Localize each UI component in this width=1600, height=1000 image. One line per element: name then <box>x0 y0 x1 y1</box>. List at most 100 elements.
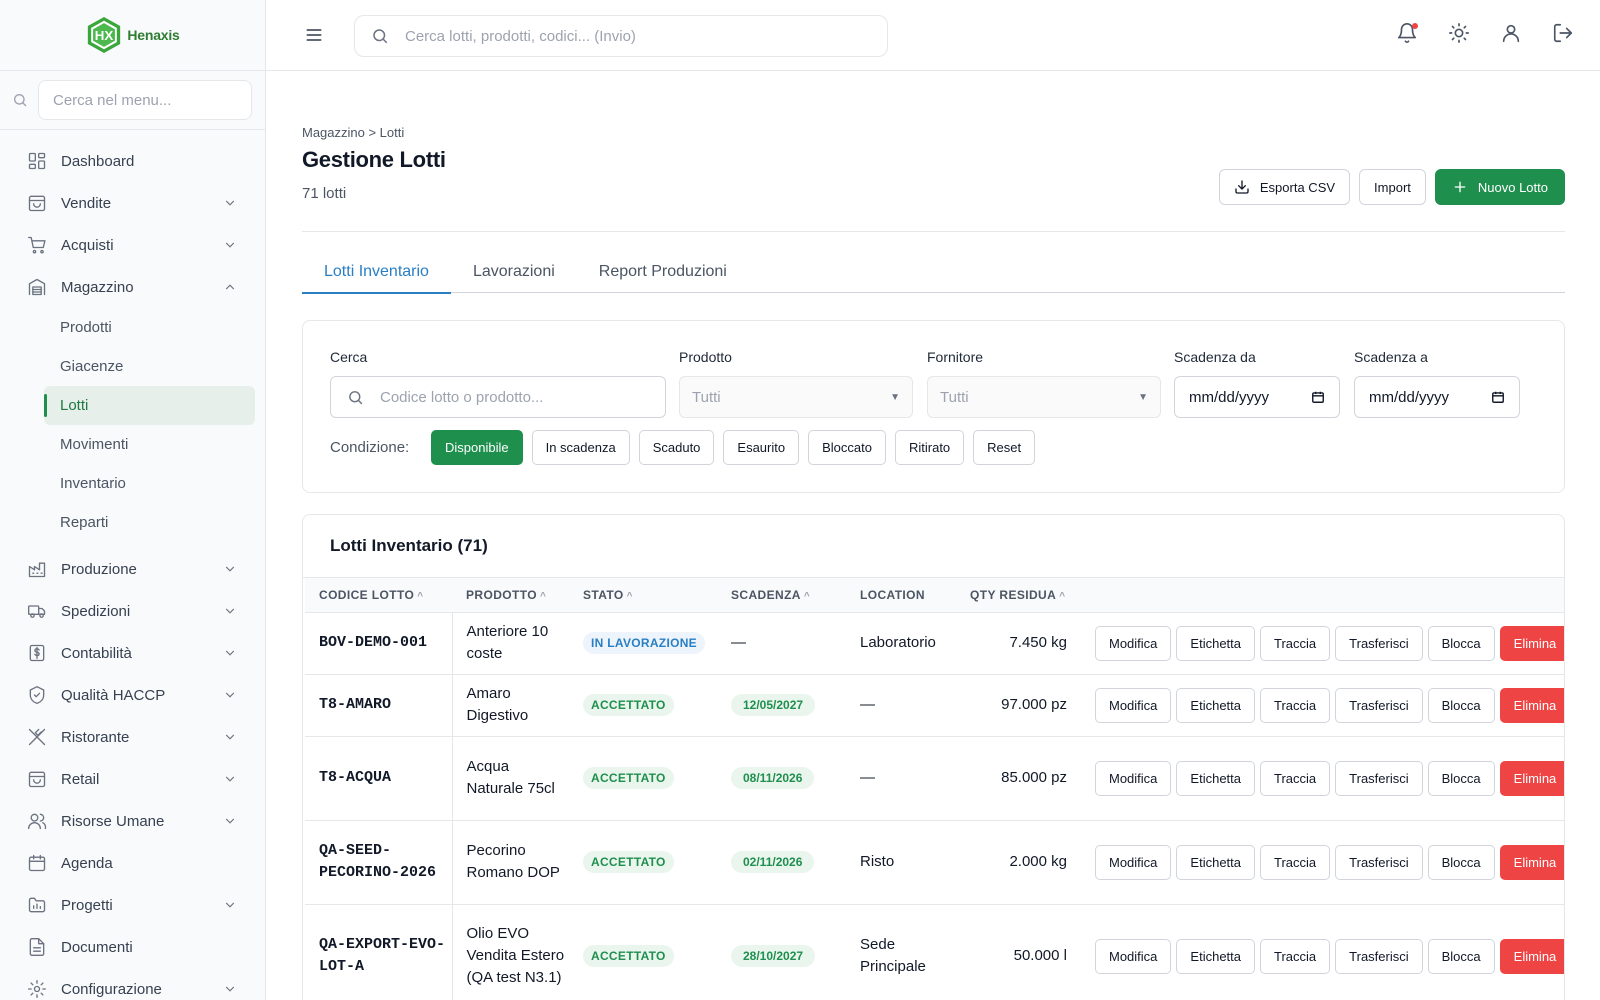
tab-lavorazioni[interactable]: Lavorazioni <box>472 263 555 280</box>
export-csv-label: Esporta CSV <box>1259 179 1336 195</box>
expiry-date: 28/10/2027 <box>731 945 816 967</box>
sidebar-item-documenti[interactable]: Documenti <box>0 926 265 968</box>
sidebar-item-produzione[interactable]: Produzione <box>0 548 265 590</box>
row-elimina-button[interactable]: Elimina <box>1499 625 1564 661</box>
row-modifica-button[interactable]: Modifica <box>1095 760 1172 796</box>
sort-icon[interactable]: ^ <box>539 590 547 602</box>
condition-chip-reset[interactable]: Reset <box>973 430 1036 465</box>
sidebar-item-spedizioni[interactable]: Spedizioni <box>0 590 265 632</box>
row-blocca-button[interactable]: Blocca <box>1427 938 1495 974</box>
global-search-input[interactable] <box>405 27 875 45</box>
condition-chips: Disponibile In scadenza Scaduto Esaurito Blo… <box>431 430 1036 465</box>
tab-report-produzioni[interactable]: Report Produzioni <box>598 263 727 280</box>
import-label: Import <box>1374 179 1411 195</box>
sidebar-item-risorse[interactable]: Risorse Umane <box>0 800 265 842</box>
row-modifica-button[interactable]: Modifica <box>1095 844 1172 880</box>
row-elimina-button[interactable]: Elimina <box>1499 844 1564 880</box>
brand-logo[interactable]: HX Henaxis <box>85 16 180 54</box>
row-modifica-button[interactable]: Modifica <box>1095 938 1172 974</box>
sidebar-subitem-inventario[interactable]: Inventario <box>60 475 126 492</box>
chevron-down-icon <box>225 650 235 656</box>
sidebar-subitem-prodotti[interactable]: Prodotti <box>60 319 112 336</box>
import-button[interactable]: Import <box>1359 169 1426 205</box>
sidebar-item-configurazione[interactable]: Configurazione <box>0 968 265 1000</box>
row-traccia-button[interactable]: Traccia <box>1260 760 1331 796</box>
row-modifica-button[interactable]: Modifica <box>1095 625 1172 661</box>
supplier-select[interactable]: Tutti ▼ <box>927 376 1161 418</box>
calendar-icon[interactable] <box>1491 390 1505 404</box>
product-select[interactable]: Tutti ▼ <box>679 376 913 418</box>
row-etichetta-button[interactable]: Etichetta <box>1176 938 1256 974</box>
sort-icon[interactable]: ^ <box>1059 590 1066 602</box>
column-header[interactable]: STATO ^ <box>569 578 717 613</box>
row-etichetta-button[interactable]: Etichetta <box>1176 844 1256 880</box>
condition-chip-in-scadenza[interactable]: In scadenza <box>531 430 630 465</box>
lot-search-input[interactable] <box>380 388 665 406</box>
row-traccia-button[interactable]: Traccia <box>1260 687 1331 723</box>
sidebar-item-magazzino[interactable]: Magazzino <box>0 266 265 308</box>
product-name: Pecorino Romano DOP <box>452 820 569 905</box>
sidebar-item-vendite[interactable]: Vendite <box>0 182 265 224</box>
row-etichetta-button[interactable]: Etichetta <box>1176 625 1256 661</box>
row-elimina-button[interactable]: Elimina <box>1499 938 1564 974</box>
calendar-icon[interactable] <box>1311 390 1325 404</box>
sidebar-subitem-movimenti[interactable]: Movimenti <box>60 436 129 453</box>
user-icon[interactable] <box>1500 22 1522 44</box>
sidebar-subitem-lotti[interactable]: Lotti <box>44 386 255 425</box>
logout-icon[interactable] <box>1552 22 1574 44</box>
product-filter-label: Prodotto <box>679 349 732 365</box>
row-etichetta-button[interactable]: Etichetta <box>1176 687 1256 723</box>
menu-search-input[interactable] <box>38 80 252 120</box>
sort-icon[interactable]: ^ <box>803 590 811 602</box>
condition-chip-ritirato[interactable]: Ritirato <box>894 430 965 465</box>
column-header[interactable]: SCADENZA ^ <box>717 578 846 613</box>
sidebar-item-acquisti[interactable]: Acquisti <box>0 224 265 266</box>
sidebar-item-progetti[interactable]: Progetti <box>0 884 265 926</box>
tab-lotti-inventario[interactable]: Lotti Inventario <box>302 251 451 294</box>
row-blocca-button[interactable]: Blocca <box>1427 687 1495 723</box>
row-traccia-button[interactable]: Traccia <box>1260 844 1331 880</box>
row-trasferisci-button[interactable]: Trasferisci <box>1335 760 1423 796</box>
sort-icon[interactable]: ^ <box>417 590 424 602</box>
row-etichetta-button[interactable]: Etichetta <box>1176 760 1256 796</box>
sun-icon[interactable] <box>1448 22 1470 44</box>
row-actions-cell: Modifica Etichetta Traccia Trasferisci Blocc… <box>1081 612 1564 675</box>
sidebar-item-label: Risorse Umane <box>61 812 165 830</box>
sidebar-item-agenda[interactable]: Agenda <box>0 842 265 884</box>
location: — <box>846 736 956 821</box>
sidebar-item-dashboard[interactable]: Dashboard <box>0 140 265 182</box>
condition-chip-bloccato[interactable]: Bloccato <box>808 430 886 465</box>
new-lot-button[interactable]: Nuovo Lotto <box>1434 169 1565 205</box>
sidebar-item-retail[interactable]: Retail <box>0 758 265 800</box>
column-header[interactable]: QTY RESIDUA ^ <box>956 578 1081 613</box>
row-trasferisci-button[interactable]: Trasferisci <box>1335 844 1423 880</box>
bell-icon[interactable] <box>1396 22 1418 44</box>
row-blocca-button[interactable]: Blocca <box>1427 844 1495 880</box>
hamburger-menu-icon[interactable] <box>304 25 324 45</box>
row-modifica-button[interactable]: Modifica <box>1095 687 1172 723</box>
row-traccia-button[interactable]: Traccia <box>1260 625 1331 661</box>
row-blocca-button[interactable]: Blocca <box>1427 625 1495 661</box>
column-header[interactable]: PRODOTTO ^ <box>452 578 569 613</box>
row-elimina-button[interactable]: Elimina <box>1499 687 1564 723</box>
sidebar-subitem-giacenze[interactable]: Giacenze <box>60 358 124 375</box>
expiry-to-input[interactable]: mm/dd/yyyy <box>1354 376 1520 418</box>
condition-chip-esaurito[interactable]: Esaurito <box>723 430 800 465</box>
export-csv-button[interactable]: Esporta CSV <box>1218 169 1351 205</box>
row-trasferisci-button[interactable]: Trasferisci <box>1335 687 1423 723</box>
column-header[interactable]: CODICE LOTTO ^ <box>305 578 452 613</box>
sidebar-subitem-reparti[interactable]: Reparti <box>60 514 109 531</box>
sidebar-item-ristorante[interactable]: Ristorante <box>0 716 265 758</box>
breadcrumb: Magazzino > Lotti <box>302 125 405 140</box>
row-traccia-button[interactable]: Traccia <box>1260 938 1331 974</box>
condition-chip-scaduto[interactable]: Scaduto <box>638 430 715 465</box>
row-elimina-button[interactable]: Elimina <box>1499 760 1564 796</box>
row-trasferisci-button[interactable]: Trasferisci <box>1335 625 1423 661</box>
row-blocca-button[interactable]: Blocca <box>1427 760 1495 796</box>
row-trasferisci-button[interactable]: Trasferisci <box>1335 938 1423 974</box>
sidebar-item-haccp[interactable]: Qualità HACCP <box>0 674 265 716</box>
condition-chip-disponibile[interactable]: Disponibile <box>431 430 523 465</box>
expiry-from-input[interactable]: mm/dd/yyyy <box>1174 376 1340 418</box>
sort-icon[interactable]: ^ <box>626 590 633 602</box>
sidebar-item-contabilita[interactable]: Contabilità <box>0 632 265 674</box>
